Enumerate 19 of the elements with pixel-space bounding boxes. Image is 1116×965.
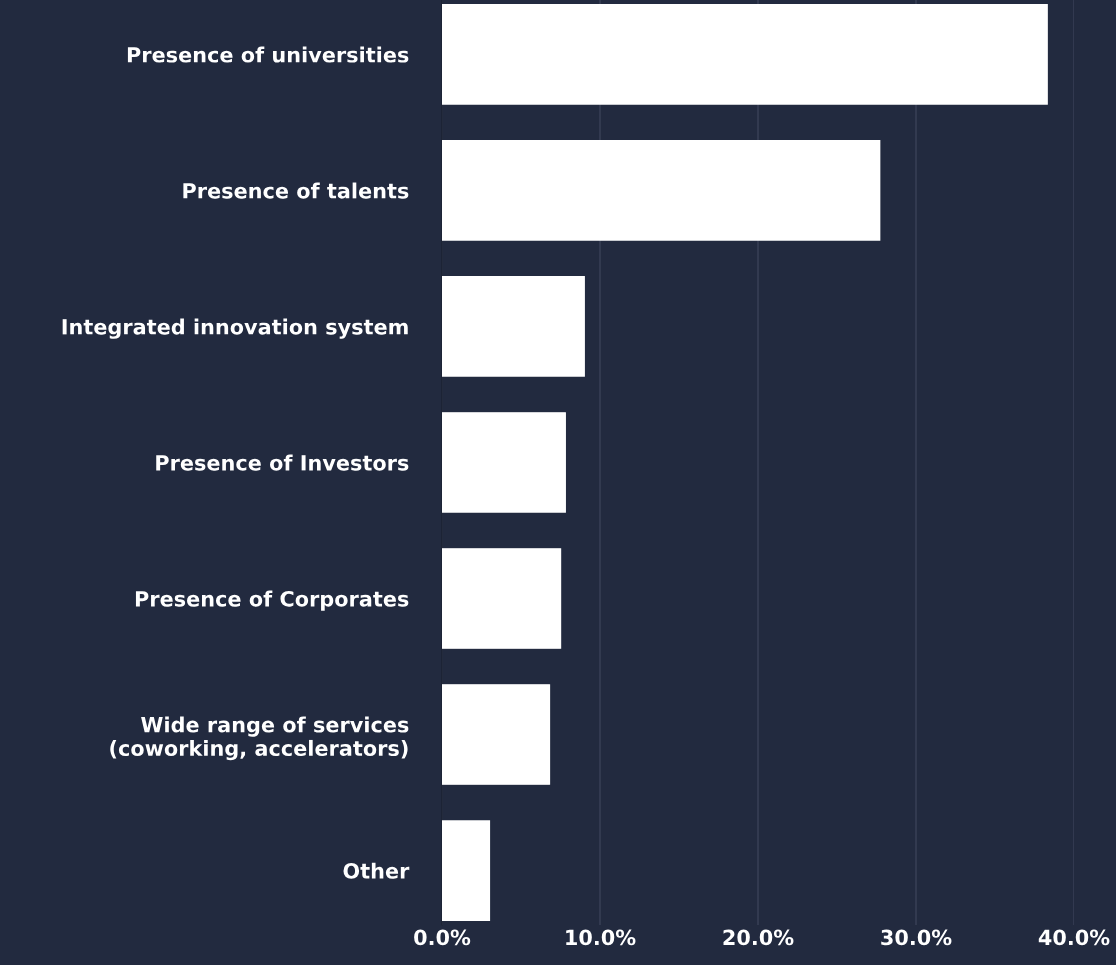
y-tick-label: Integrated innovation system (62, 318, 408, 339)
x-tick-label: 20.0% (723, 929, 794, 946)
x-tick-label: 30.0% (881, 929, 952, 946)
y-tick-label: Wide range of services (coworking, accelerators) (110, 716, 409, 761)
bar (442, 412, 566, 513)
bar (442, 820, 491, 921)
x-tick-label: 10.0% (566, 929, 636, 946)
bar (442, 548, 562, 649)
bar (442, 140, 881, 241)
bar (442, 276, 585, 377)
x-tick-label: 40.0% (1038, 929, 1110, 946)
y-tick-label: Presence of Corporates (135, 590, 409, 611)
y-tick-label: Other (343, 862, 410, 879)
bar (442, 4, 1048, 105)
y-tick-label: Presence of universities (127, 46, 409, 63)
y-tick-label: Presence of Investors (156, 454, 409, 471)
bar (442, 684, 551, 785)
x-tick-label: 0.0% (414, 929, 471, 946)
y-tick-label: Presence of talents (183, 182, 409, 199)
